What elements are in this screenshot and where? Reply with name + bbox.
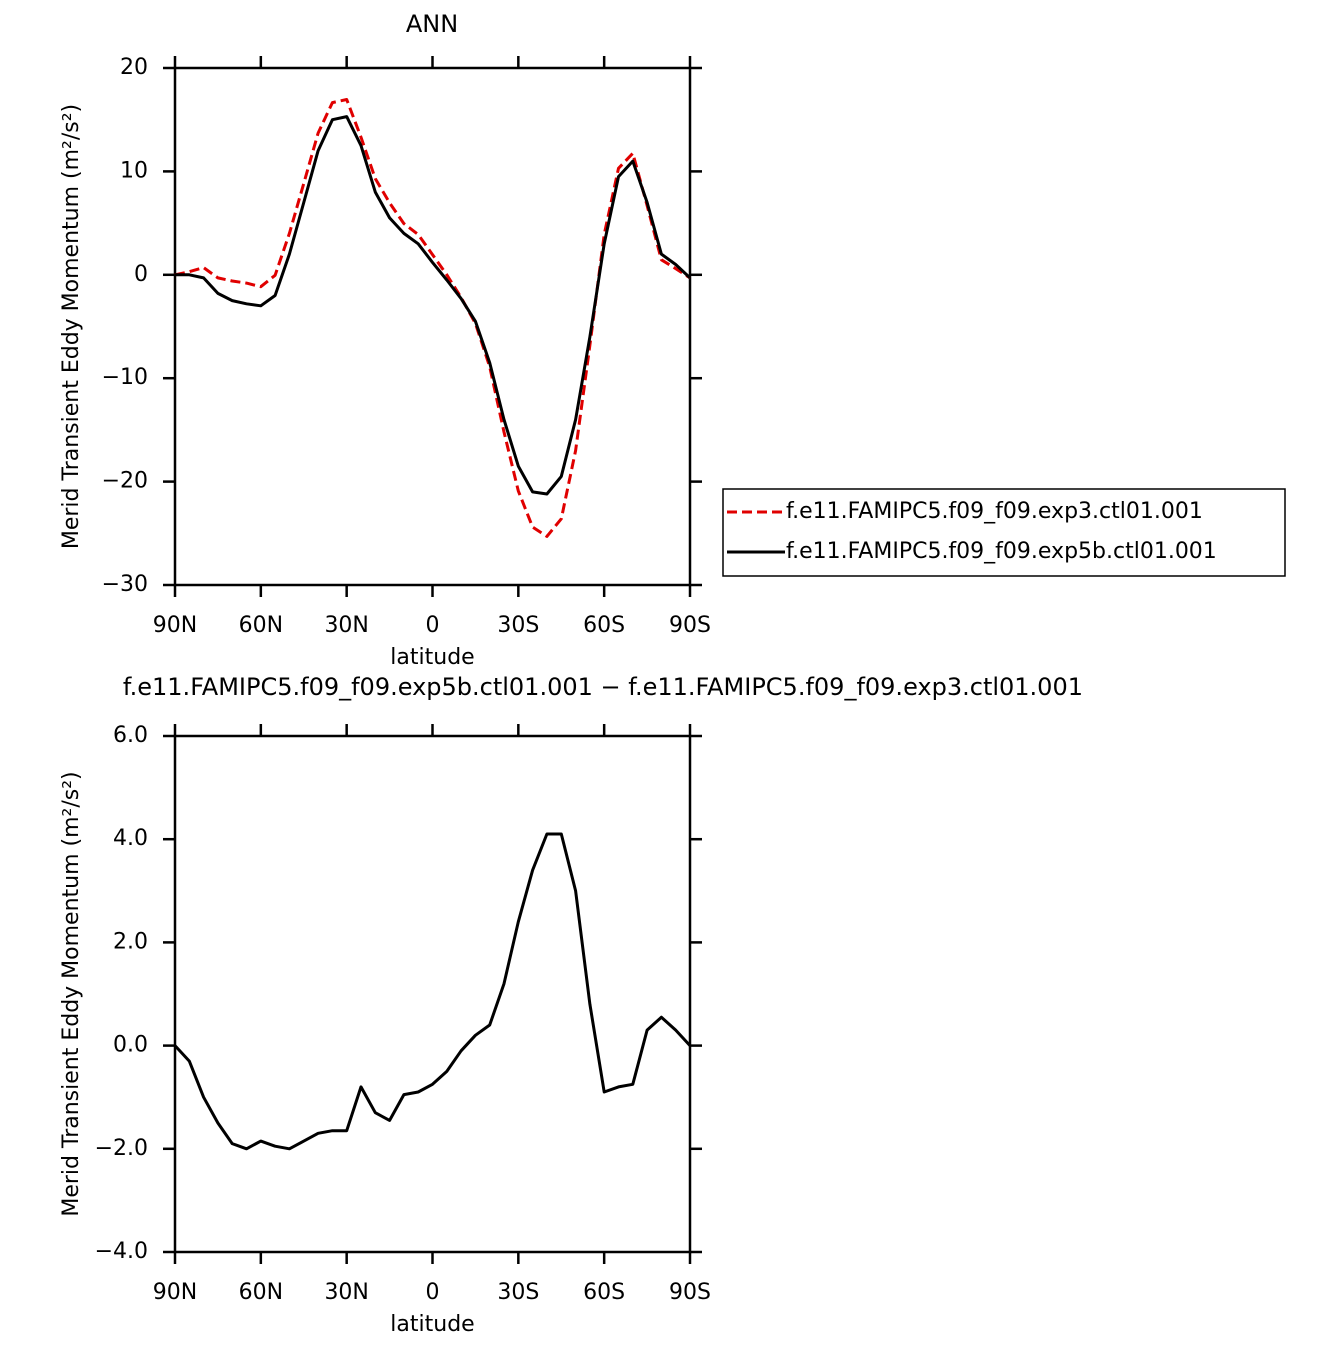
y-tick-label: −4.0 — [95, 1239, 148, 1264]
x-tick-label: 60S — [583, 613, 625, 638]
x-axis-label: latitude — [390, 645, 474, 670]
y-tick-label: −20 — [102, 469, 148, 494]
data-line — [173, 832, 692, 1151]
x-tick-label: 60N — [239, 1280, 283, 1305]
y-tick-label: −2.0 — [95, 1136, 148, 1161]
y-tick-label: 0 — [134, 262, 148, 287]
data-line — [175, 115, 692, 496]
x-tick-label: 30S — [497, 613, 539, 638]
y-tick-label: 6.0 — [113, 723, 148, 748]
x-tick-label: 90N — [153, 1280, 197, 1305]
y-axis-label: Merid Transient Eddy Momentum (m²/s²) — [59, 771, 84, 1216]
chart-title: f.e11.FAMIPC5.f09_f09.exp5b.ctl01.001 − … — [123, 673, 1083, 701]
x-tick-label: 0 — [426, 613, 440, 638]
y-tick-label: −30 — [102, 572, 148, 597]
legend-label: f.e11.FAMIPC5.f09_f09.exp3.ctl01.001 — [786, 499, 1203, 524]
plot-frame — [173, 66, 692, 587]
x-tick-label: 60N — [239, 613, 283, 638]
data-line — [174, 98, 691, 538]
x-tick-label: 90S — [669, 613, 711, 638]
y-tick-label: 0.0 — [113, 1033, 148, 1058]
y-tick-label: 10 — [120, 158, 148, 183]
y-tick-label: −10 — [102, 365, 148, 390]
x-tick-label: 0 — [426, 1280, 440, 1305]
x-tick-label: 30S — [497, 1280, 539, 1305]
legend-box — [722, 488, 1286, 577]
x-tick-label: 90S — [669, 1280, 711, 1305]
x-axis-label: latitude — [390, 1312, 474, 1337]
y-tick-label: 4.0 — [113, 826, 148, 851]
chart-title: ANN — [406, 10, 458, 38]
legend-label: f.e11.FAMIPC5.f09_f09.exp5b.ctl01.001 — [786, 539, 1217, 564]
y-tick-label: 20 — [120, 55, 148, 80]
x-tick-label: 90N — [153, 613, 197, 638]
x-tick-label: 60S — [583, 1280, 625, 1305]
y-tick-label: 2.0 — [113, 929, 148, 954]
y-axis-label: Merid Transient Eddy Momentum (m²/s²) — [59, 104, 84, 549]
x-tick-label: 30N — [324, 1280, 368, 1305]
plot-frame — [173, 734, 692, 1254]
x-tick-label: 30N — [324, 613, 368, 638]
